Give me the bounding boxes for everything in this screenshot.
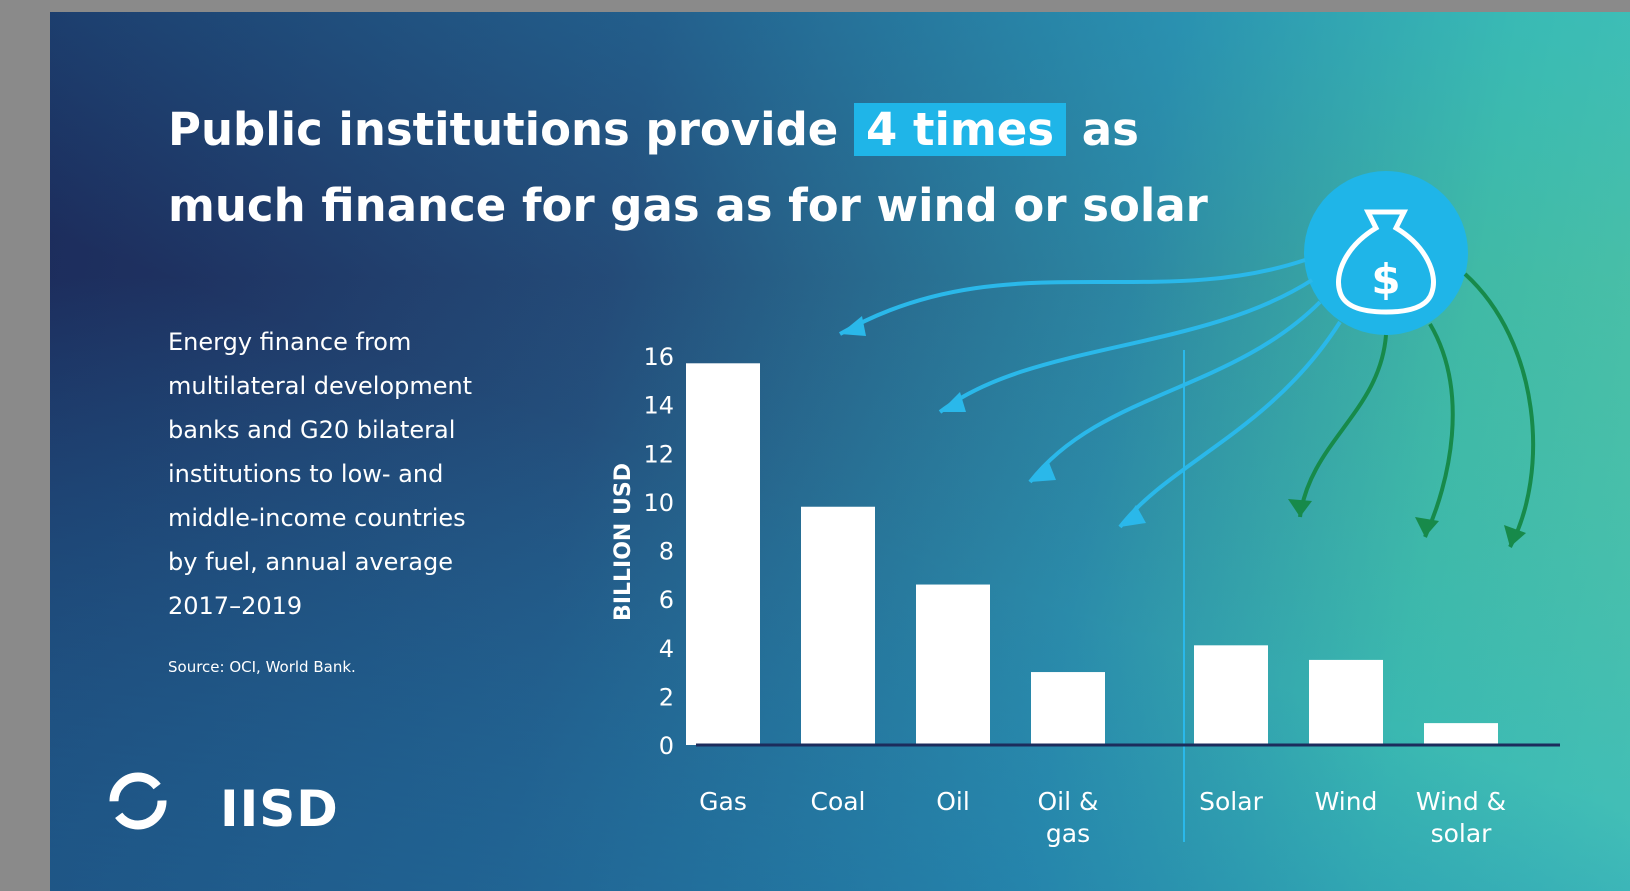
y-tick-label: 4 (659, 635, 674, 663)
y-tick-label: 0 (659, 732, 674, 760)
bar (916, 584, 990, 745)
y-tick-label: 8 (659, 538, 674, 566)
x-tick-label: Oil & gas (1037, 787, 1099, 848)
money-icon (1304, 171, 1468, 335)
infographic: $ BILLION USD 0 2 4 6 8 10 12 14 16 Public instit… (50, 12, 1630, 891)
y-axis-label: BILLION USD (611, 463, 636, 621)
logo: IISD (220, 780, 339, 838)
logo-mark (109, 772, 167, 830)
y-tick-label: 6 (659, 586, 674, 614)
x-tick-label: Coal (810, 787, 866, 816)
bar (1309, 659, 1383, 745)
arrows (839, 258, 1536, 548)
chart: $ BILLION USD 0 2 4 6 8 10 12 14 16 (109, 171, 1560, 842)
subtitle-line: middle-income countries (168, 504, 466, 532)
bar (1031, 672, 1105, 745)
subtitle-line: multilateral development (168, 372, 473, 400)
y-tick-label: 14 (643, 392, 674, 420)
bar (686, 363, 760, 745)
x-tick-label: Oil (936, 787, 970, 816)
x-tick-label: Gas (699, 787, 747, 816)
title-part: much finance for gas as for wind or sola… (168, 179, 1208, 232)
subtitle-line: 2017–2019 (168, 592, 303, 620)
bag (1336, 209, 1436, 315)
subtitle-line: Energy finance from (168, 328, 412, 356)
arrow-heads (840, 316, 1526, 547)
y-tick-label: 12 (643, 440, 674, 468)
chart-title: Public institutions provide 4 times as mu… (168, 92, 1208, 244)
dollar: $ (1371, 255, 1400, 304)
bar (1424, 723, 1498, 745)
y-tick-label: 2 (659, 683, 674, 711)
bar (1194, 645, 1268, 745)
x-tick-label: Wind & solar (1415, 787, 1507, 848)
title-part: as (1081, 103, 1139, 156)
title-part: Public institutions provide (168, 103, 839, 156)
x-tick-label: Wind (1314, 787, 1378, 816)
source: Source: OCI, World Bank. (168, 658, 356, 676)
subtitle-line: institutions to low- and (168, 460, 444, 488)
bar (801, 506, 875, 745)
subtitle-line: banks and G20 bilateral (168, 416, 456, 444)
subtitle: Energy finance from multilateral developm… (168, 320, 472, 628)
y-tick-label: 10 (643, 489, 674, 517)
y-tick-label: 16 (643, 343, 674, 371)
x-tick-label: Solar (1199, 787, 1263, 816)
title-highlight: 4 times (853, 103, 1067, 156)
subtitle-line: by fuel, annual average (168, 548, 454, 576)
